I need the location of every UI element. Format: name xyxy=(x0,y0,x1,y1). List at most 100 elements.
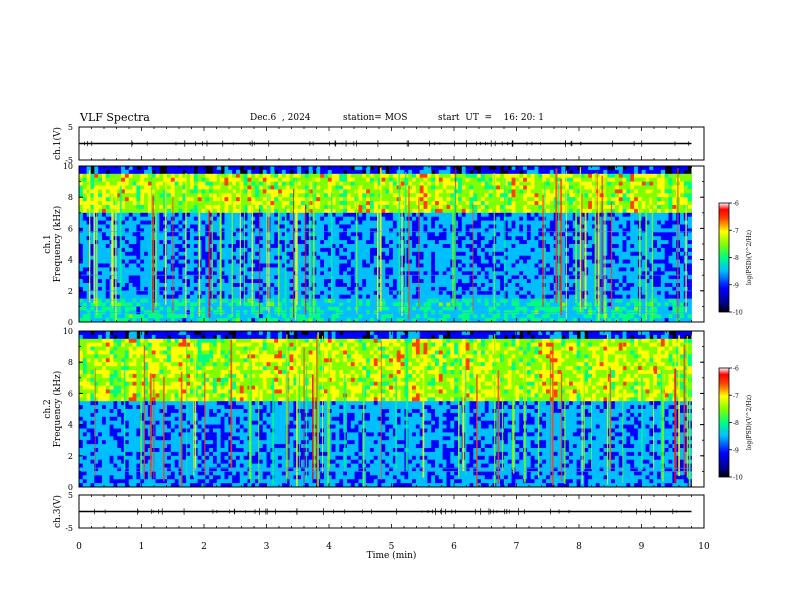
spectrogram-cell xyxy=(132,205,137,210)
spectrogram-cell xyxy=(190,263,195,268)
spectrogram-cell xyxy=(438,279,444,284)
spectrogram-cell xyxy=(335,267,340,272)
spectrogram-cell xyxy=(339,212,344,218)
spectrogram-cell xyxy=(301,236,306,241)
spectrogram-cell xyxy=(519,314,524,319)
spectrogram-cell xyxy=(128,201,133,206)
spectrogram-cell xyxy=(136,251,141,257)
spectrogram-cell xyxy=(258,181,264,186)
spectrogram-cell xyxy=(362,267,367,272)
spectrogram-cell xyxy=(511,216,516,221)
spectrogram-cell xyxy=(404,318,409,323)
spectrogram-cell xyxy=(86,173,91,179)
spectrogram-cell xyxy=(216,212,222,218)
spectrogram-cell xyxy=(232,298,237,303)
spectrogram-cell xyxy=(285,271,290,276)
spectrogram-cell xyxy=(369,224,375,229)
spectrogram-cell xyxy=(117,166,122,171)
spectrogram-cell xyxy=(496,240,501,245)
spectrogram-cell xyxy=(117,185,122,190)
spectrogram-cell xyxy=(327,212,333,218)
spectrogram-cell xyxy=(258,232,264,237)
spectrogram-cell xyxy=(147,224,153,229)
spectrogram-cell xyxy=(534,169,539,175)
spectrogram-cell xyxy=(438,318,444,323)
spectrogram-cell xyxy=(446,185,451,190)
spectrogram-cell xyxy=(339,263,344,268)
spectrogram-cell xyxy=(109,318,114,323)
spectrogram-cell xyxy=(82,177,88,182)
spectrogram-cell xyxy=(105,306,111,311)
spectrogram-cell xyxy=(523,220,528,225)
spectrogram-cell xyxy=(258,177,264,182)
spectrogram-cell xyxy=(511,205,516,210)
spectrogram-cell xyxy=(251,294,256,299)
spectrogram-cell xyxy=(408,193,413,198)
spectrogram-cell xyxy=(121,314,126,319)
spectrogram-cell xyxy=(121,286,126,292)
spectrogram-cell xyxy=(117,220,122,225)
spectrogram-cell xyxy=(465,283,470,288)
spectrogram-cell xyxy=(473,255,478,260)
spectrogram-cell xyxy=(167,228,172,233)
spectrogram-cell xyxy=(193,302,199,307)
spectrogram-cell xyxy=(197,318,202,323)
spectrogram-cell xyxy=(343,251,348,257)
spectrogram-cell xyxy=(235,294,241,299)
spectrogram-cell xyxy=(488,177,493,182)
spectrogram-cell xyxy=(90,185,95,190)
spectrogram-cell xyxy=(301,181,306,186)
spectrogram-cell xyxy=(258,205,264,210)
spectrogram-cell xyxy=(496,228,501,233)
spectrogram-cell xyxy=(457,279,463,284)
spectrogram-cell xyxy=(461,185,467,190)
spectrogram-cell xyxy=(301,247,306,253)
spectrogram-cell xyxy=(121,283,126,288)
spectrogram-cell xyxy=(155,286,160,292)
spectrogram-cell xyxy=(373,255,378,260)
spectrogram-cell xyxy=(124,255,130,260)
spectrogram-cell xyxy=(415,318,421,323)
spectrogram-cell xyxy=(232,244,237,249)
spectrogram-cell xyxy=(197,193,202,198)
spectrogram-cell xyxy=(343,240,348,245)
spectrogram-cell xyxy=(186,302,191,307)
spectrogram-cell xyxy=(205,177,210,182)
spectrogram-cell xyxy=(182,306,187,311)
spectrogram-cell xyxy=(262,197,267,202)
spectrogram-cell xyxy=(285,228,290,233)
spectrogram-cell xyxy=(412,302,417,307)
spectrogram-cell xyxy=(507,259,512,264)
spectrogram-cell xyxy=(132,228,137,233)
spectrogram-cell xyxy=(503,189,509,194)
spectrogram-cell xyxy=(190,197,195,202)
spectrogram-cell xyxy=(427,259,432,264)
spectrogram-cell xyxy=(82,236,88,241)
spectrogram-cell xyxy=(465,181,470,186)
spectrogram-cell xyxy=(446,169,451,175)
spectrogram-cell xyxy=(316,224,321,229)
spectrogram-cell xyxy=(212,236,218,241)
spectrogram-cell xyxy=(128,255,133,260)
spectrogram-cell xyxy=(82,189,88,194)
spectrogram-cell xyxy=(335,166,340,171)
spectrogram-cell xyxy=(128,232,133,237)
spectrogram-cell xyxy=(220,251,225,257)
spectrogram-cell xyxy=(346,294,352,299)
spectrogram-cell xyxy=(346,166,352,171)
spectrogram-cell xyxy=(442,286,447,292)
spectrogram-cell xyxy=(235,298,241,303)
spectrogram-cell xyxy=(538,283,543,288)
spectrogram-cell xyxy=(446,197,451,202)
spectrogram-cell xyxy=(461,271,467,276)
spectrogram-cell xyxy=(423,197,428,202)
spectrogram-cell xyxy=(389,177,394,182)
spectrogram-cell xyxy=(346,286,352,292)
spectrogram-cell xyxy=(320,193,325,198)
spectrogram-cell xyxy=(278,232,283,237)
spectrogram-cell xyxy=(140,236,145,241)
spectrogram-cell xyxy=(136,314,141,319)
spectrogram-cell xyxy=(343,275,348,280)
spectrogram-cell xyxy=(438,212,444,218)
spectrogram-cell xyxy=(389,189,394,194)
